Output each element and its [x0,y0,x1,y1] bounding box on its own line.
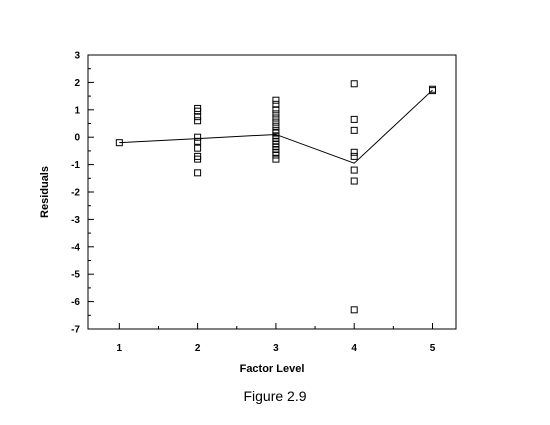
data-point [272,100,280,108]
data-point [272,96,280,104]
data-point [350,166,358,174]
data-points-layer [115,80,437,314]
data-point [272,110,280,118]
data-point [350,148,358,156]
y-tick-label: -1 [71,160,80,171]
data-point [272,155,280,163]
data-point [194,113,202,121]
y-tick-label: -6 [71,297,80,308]
data-point [350,152,358,160]
data-point [350,115,358,123]
x-axis-title: Factor Level [240,363,305,375]
data-point [272,106,280,114]
y-tick-label: -3 [71,215,80,226]
data-point [194,155,202,163]
x-tick-label: 5 [430,343,436,354]
data-point [350,126,358,134]
data-point [194,107,202,115]
y-axis-title: Residuals [39,166,51,218]
data-point [350,80,358,88]
data-point [194,169,202,177]
data-point [194,144,202,152]
x-tick-label: 3 [273,343,279,354]
y-tick-label: 1 [74,105,80,116]
y-tick-label: -2 [71,188,80,199]
y-tick-label: 3 [74,51,80,62]
x-tick-label: 1 [117,343,123,354]
y-tick-label: -5 [71,270,80,281]
y-tick-label: -4 [71,242,80,253]
data-point [429,87,437,95]
figure-caption: Figure 2.9 [243,388,307,404]
x-tick-label: 2 [195,343,201,354]
data-point [350,306,358,314]
data-point [194,133,202,141]
y-tick-label: 0 [74,133,80,144]
plot-frame [87,54,457,330]
mean-line-layer [119,89,433,164]
mean-line [119,89,433,164]
data-point [350,177,358,185]
x-tick-label: 4 [351,343,357,354]
data-point [272,118,280,126]
data-point [272,151,280,159]
y-tick-label: 2 [74,78,80,89]
data-point [194,117,202,125]
data-point [272,114,280,122]
data-point [272,122,280,130]
data-point [194,137,202,145]
data-point [115,139,123,147]
y-tick-label: -7 [71,325,80,336]
plot-axes: -7 -6 -5 -4 -3 -2 -1 0 1 2 3 1 2 3 4 5 [71,51,457,354]
